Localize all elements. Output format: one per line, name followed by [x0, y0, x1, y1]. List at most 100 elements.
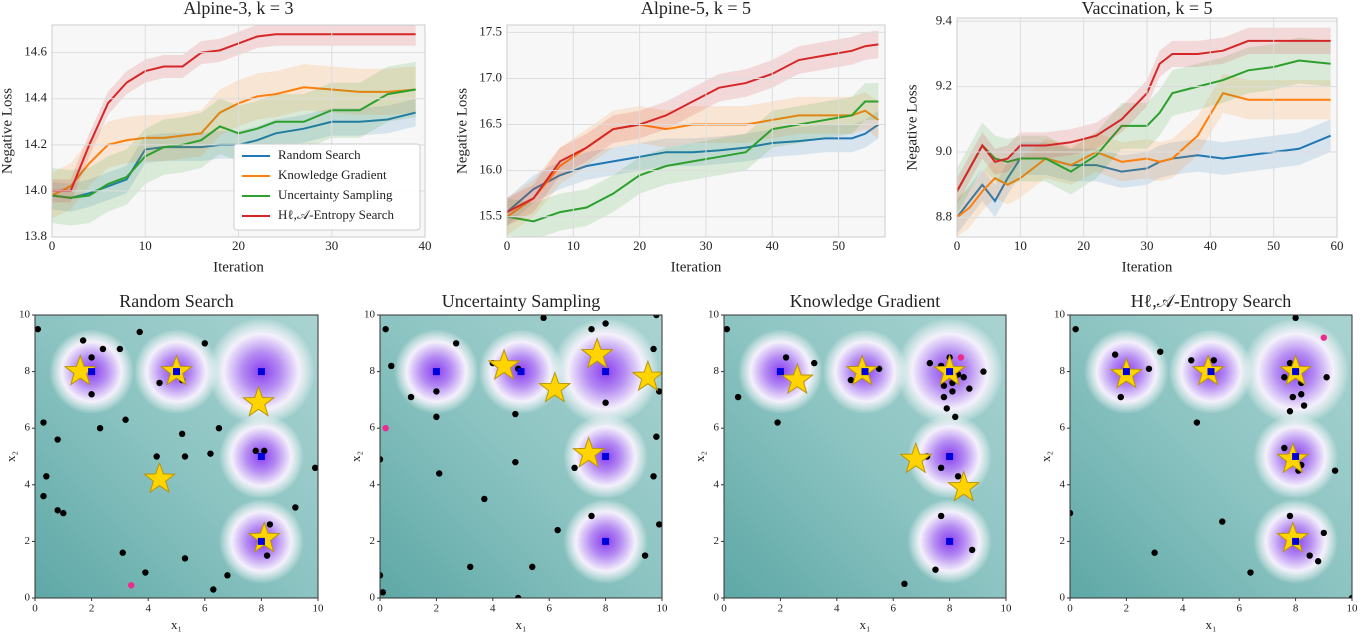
x-tick-label: 8 [1293, 603, 1299, 615]
plot-frame [1069, 314, 1353, 599]
point [602, 399, 609, 406]
point [937, 512, 945, 520]
x-tick-label: 4 [145, 603, 151, 615]
point [292, 504, 299, 511]
x-tick-label: 2 [1124, 603, 1130, 615]
y-axis-label: x₂ [3, 451, 18, 462]
point [1188, 357, 1195, 364]
point [201, 340, 208, 347]
optimum-marker [602, 453, 610, 460]
x-tick-label: 6 [890, 603, 896, 615]
optimum-marker [1292, 537, 1300, 545]
point [1219, 518, 1226, 525]
point [926, 359, 934, 367]
y-tick-label: 16.0 [479, 162, 502, 177]
point [1298, 391, 1305, 398]
point [980, 368, 987, 375]
point [311, 464, 318, 472]
legend-box [233, 143, 421, 231]
point [433, 413, 440, 421]
point [266, 521, 274, 528]
x-tick-label: 40 [766, 238, 779, 253]
y-tick-label: 4 [25, 478, 31, 490]
star-marker [241, 385, 276, 417]
point [952, 413, 959, 421]
x-tick-label: 40 [1204, 238, 1217, 253]
x-tick-label: 10 [1014, 238, 1027, 253]
point [481, 495, 488, 503]
y-tick-label: 4 [370, 478, 376, 490]
optimum-marker [173, 368, 180, 376]
optimum-marker [1207, 368, 1215, 376]
x-tick-label: 0 [377, 603, 383, 615]
optimum-marker [861, 368, 869, 376]
x-tick-label: 0 [49, 238, 56, 253]
chart-title: Knowledge Gradient [790, 291, 940, 311]
point [966, 385, 973, 392]
point [60, 509, 67, 517]
x-tick-label: 6 [202, 603, 208, 615]
y-axis-label: Negative Loss [904, 84, 920, 170]
x-tick-label: 10 [1001, 603, 1013, 615]
x-tick-label: 30 [1141, 238, 1154, 253]
x-tick-label: 2 [434, 603, 440, 615]
point [734, 393, 742, 401]
y-tick-label: 10 [19, 309, 31, 321]
x-tick-label: 2 [778, 603, 784, 615]
x-tick-label: 0 [954, 238, 961, 253]
plot-frame [956, 17, 1338, 238]
x-tick-label: 10 [139, 238, 152, 253]
x-tick-label: 10 [313, 603, 325, 615]
point [142, 569, 149, 576]
point [79, 337, 87, 344]
chart-title: Alpine-5, k = 5 [641, 0, 751, 18]
point [602, 320, 609, 327]
point [1306, 552, 1313, 559]
point [1117, 393, 1124, 401]
y-tick-label: 0 [25, 592, 31, 604]
error-band [52, 25, 416, 203]
point [529, 563, 536, 571]
point [653, 315, 660, 319]
optimum-marker [517, 368, 525, 376]
optimum-marker [257, 453, 265, 460]
point [571, 464, 578, 472]
x-tick-label: 0 [32, 603, 38, 615]
series-line [52, 86, 416, 197]
point [957, 354, 965, 361]
optimum-marker [257, 368, 265, 376]
point [1331, 467, 1339, 474]
y-tick-label: 14.6 [24, 44, 47, 59]
y-tick-label: 0 [370, 592, 376, 604]
y-tick-label: 10 [1054, 309, 1066, 321]
point [210, 586, 217, 593]
star-marker [1276, 521, 1310, 553]
point [847, 376, 855, 384]
plot-frame [379, 314, 663, 599]
y-tick-label: 8.8 [936, 208, 952, 223]
series-line [957, 92, 1331, 219]
point [181, 555, 189, 562]
plot-content [1070, 315, 1352, 598]
y-tick-label: 2 [714, 535, 720, 547]
star-marker [572, 436, 606, 468]
x-axis-label: Iteration [1122, 259, 1173, 275]
error-band [957, 119, 1331, 234]
y-tick-label: 6 [1060, 422, 1066, 434]
x-tick-label: 20 [633, 238, 646, 253]
series-line [957, 134, 1332, 219]
point [1281, 374, 1288, 381]
point [1111, 351, 1119, 358]
point [650, 473, 657, 480]
subplot: 0 2 4 6 8 10 0 2 4 6 8 10 Uncertainty Sampling x₁ x₂ [348, 291, 668, 632]
y-axis-label: Negative Loss [454, 88, 470, 174]
y-tick-label: 10 [708, 309, 720, 321]
y-tick-label: 2 [370, 535, 376, 547]
point [514, 594, 522, 598]
star-marker [580, 337, 614, 369]
x-axis-label: x₁ [171, 617, 182, 632]
point [1300, 402, 1308, 409]
point [1151, 549, 1158, 556]
point [54, 436, 61, 443]
